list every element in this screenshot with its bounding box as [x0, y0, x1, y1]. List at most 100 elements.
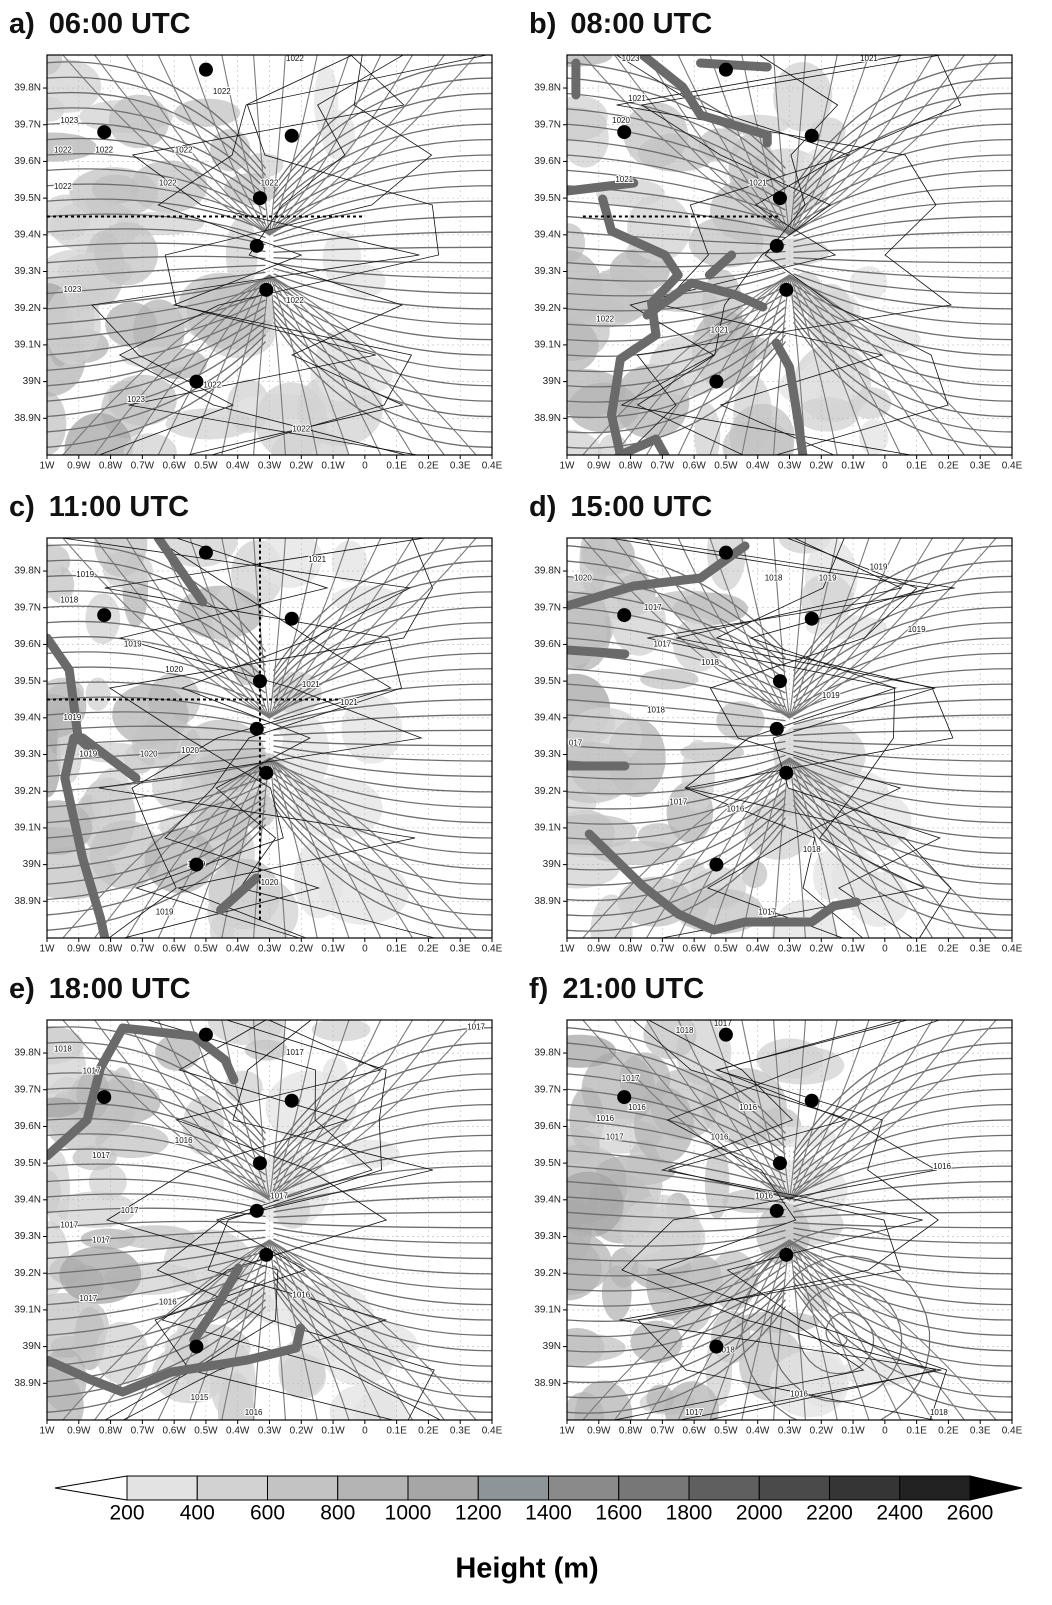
isobar: [614, 1020, 940, 1420]
colorbar-tick-label: 2600: [947, 1502, 994, 1525]
streamline: [793, 289, 1012, 356]
y-tick-label: 39.3N: [14, 749, 41, 760]
streamline: [614, 1239, 790, 1420]
x-tick-label: 0.6W: [682, 461, 706, 472]
streamline: [567, 683, 786, 715]
streamline: [567, 1165, 786, 1197]
isobar: [91, 55, 420, 455]
x-tick-label: 0.1W: [321, 944, 345, 955]
streamline: [793, 761, 1012, 808]
streamline: [94, 1020, 270, 1201]
streamline: [47, 803, 266, 885]
x-tick-label: 0.7W: [651, 944, 675, 955]
streamline: [793, 621, 1012, 699]
terrain-shade: [640, 668, 699, 690]
streamline: [567, 320, 786, 403]
streamline: [273, 761, 492, 808]
x-tick-label: 0.4E: [1002, 944, 1023, 955]
isobar-label: 1017: [669, 797, 687, 806]
x-tick-label: 0.8W: [99, 461, 123, 472]
station: [617, 608, 632, 623]
isobar-label: 1016: [292, 1290, 310, 1299]
x-tick-label: 0.5W: [714, 944, 738, 955]
isobar-label: 1019: [76, 570, 94, 579]
streamline: [268, 55, 286, 236]
isobar-label: 1017: [644, 603, 662, 612]
streamline: [789, 1239, 934, 1420]
isobar-label: 1018: [930, 1408, 948, 1417]
streamline: [645, 55, 790, 236]
station: [249, 1203, 264, 1218]
streamline: [269, 538, 382, 719]
streamline: [47, 1229, 266, 1244]
x-tick-label: 1W: [560, 1426, 576, 1437]
convergence-line: [78, 733, 141, 783]
x-tick-label: 0.3W: [258, 1426, 282, 1437]
isobar-label: 1018: [54, 1044, 72, 1053]
y-tick-label: 39.5N: [534, 1158, 561, 1169]
streamline: [47, 285, 266, 325]
streamline: [157, 538, 270, 719]
streamline: [157, 1020, 270, 1201]
y-tick-label: 39.4N: [14, 1194, 41, 1205]
terrain-shade: [311, 1020, 371, 1042]
streamline: [47, 666, 266, 708]
isobar-label: 1017: [270, 1191, 288, 1200]
isobar-label: 1022: [213, 87, 231, 96]
streamline: [793, 767, 1012, 824]
streamline: [47, 1118, 266, 1176]
streamline: [125, 538, 270, 719]
isobar-label: 1016: [739, 1103, 757, 1112]
streamline: [273, 683, 492, 720]
streamline: [273, 257, 492, 264]
streamline: [789, 538, 870, 719]
y-tick-label: 39.6N: [534, 1121, 561, 1132]
streamline: [793, 1134, 1012, 1191]
colorbar-label: Height (m): [455, 1553, 598, 1585]
streamline: [741, 55, 791, 236]
streamline: [567, 1278, 786, 1353]
y-tick-label: 39.8N: [14, 1048, 41, 1059]
isobar-label: 1017: [83, 1066, 101, 1075]
streamline: [741, 1020, 791, 1201]
x-tick-label: 0.8W: [619, 944, 643, 955]
streamline: [268, 538, 318, 719]
streamline: [567, 729, 786, 738]
x-tick-label: 0: [362, 461, 368, 472]
terrain-shade: [567, 1171, 624, 1238]
streamline: [793, 215, 1012, 243]
convergence-line: [704, 250, 737, 280]
streamline: [47, 320, 266, 402]
station: [97, 1090, 112, 1105]
x-tick-label: 0.6W: [162, 1426, 186, 1437]
y-tick-label: 39.6N: [534, 156, 561, 167]
y-tick-label: 39.3N: [534, 1231, 561, 1242]
streamline: [567, 1222, 786, 1233]
y-tick-label: 39.4N: [14, 712, 41, 723]
station: [189, 1339, 204, 1354]
terrain-shade: [265, 1070, 357, 1145]
panel-letter: e): [9, 973, 35, 1005]
isobar-label: 1023: [60, 116, 78, 125]
colorbar-tick-label: 1800: [666, 1502, 713, 1525]
streamline: [62, 1239, 270, 1420]
isobar-label: 1023: [64, 285, 82, 294]
streamline: [273, 756, 492, 793]
streamline: [789, 1239, 997, 1420]
x-tick-label: 0.1W: [321, 461, 345, 472]
colorbar-box: [618, 1475, 690, 1501]
terrain-shade: [225, 216, 258, 292]
station: [249, 721, 264, 736]
station: [259, 765, 274, 780]
streamline: [793, 714, 1012, 731]
isobar-label: 1021: [302, 680, 320, 689]
streamline: [793, 1196, 1012, 1213]
streamline: [792, 1027, 1012, 1154]
streamline: [62, 538, 270, 719]
streamline: [273, 108, 492, 205]
y-tick-label: 39.5N: [14, 1158, 41, 1169]
streamline: [94, 538, 270, 719]
y-tick-label: 39.7N: [14, 1084, 41, 1095]
isobar: [62, 538, 435, 938]
convergence-line: [189, 1263, 243, 1345]
